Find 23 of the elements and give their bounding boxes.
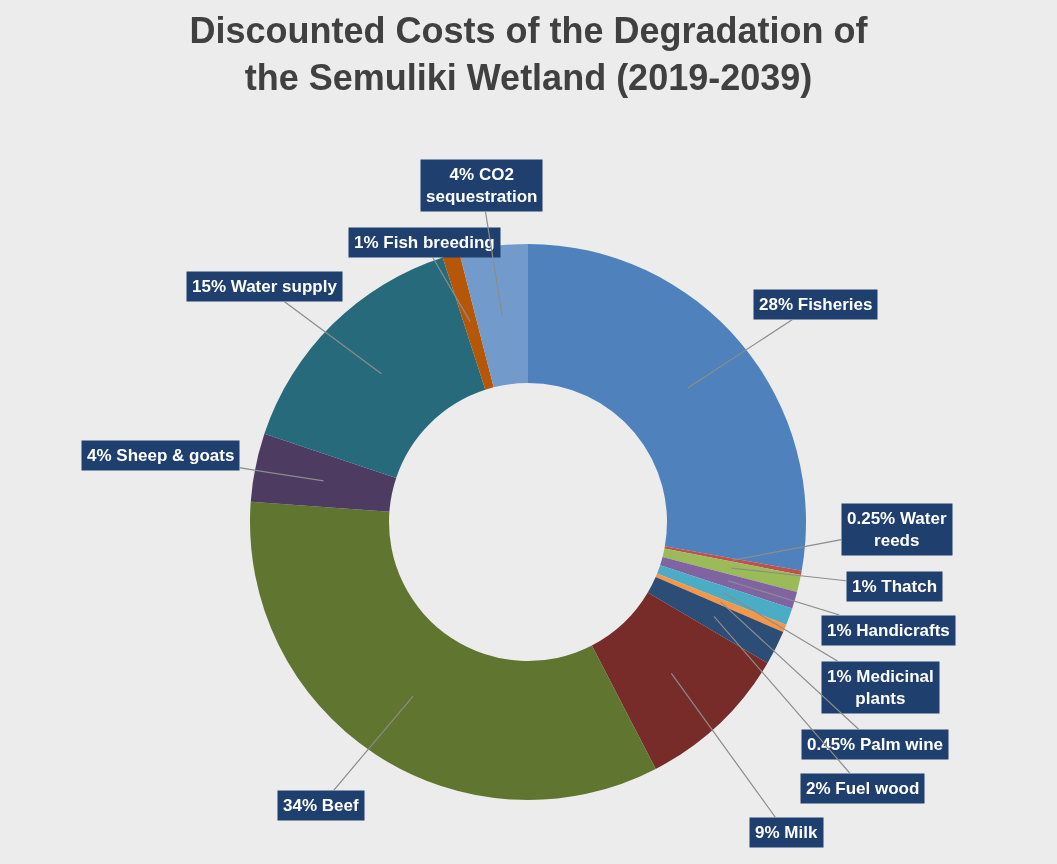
donut-slice (657, 565, 793, 625)
donut-slice (655, 573, 787, 633)
donut-slice (250, 501, 656, 800)
slice-label: 28% Fisheries (759, 295, 873, 314)
slice-label: 0.45% Palm wine (807, 735, 944, 754)
slice-label: 34% Beef (283, 796, 359, 815)
slice-label: 9% Milk (755, 823, 818, 842)
donut-slice (662, 548, 801, 592)
slice-label: 1% Handicrafts (827, 621, 950, 640)
slice-label: 1% Thatch (852, 577, 938, 596)
donut-slice (664, 546, 802, 576)
donut-slice (660, 556, 798, 609)
donut-slice (250, 433, 397, 512)
slice-label: 2% Fuel wood (806, 779, 920, 798)
donut-slice (647, 577, 784, 663)
slice-label: 4% Sheep & goats (87, 446, 235, 465)
chart-title: Discounted Costs of the Degradation of the Semuliki Wetland (2019-2039) (189, 10, 869, 98)
slice-label: 1% Fish breeding (354, 233, 495, 252)
donut-slice (591, 592, 768, 769)
slice-label: 4% CO2 sequestration (426, 165, 538, 207)
slice-label: 0.25% Water reeds (847, 509, 947, 551)
slice-label: 1% Medicinal plants (827, 667, 934, 709)
slice-label: 15% Water supply (192, 277, 338, 296)
